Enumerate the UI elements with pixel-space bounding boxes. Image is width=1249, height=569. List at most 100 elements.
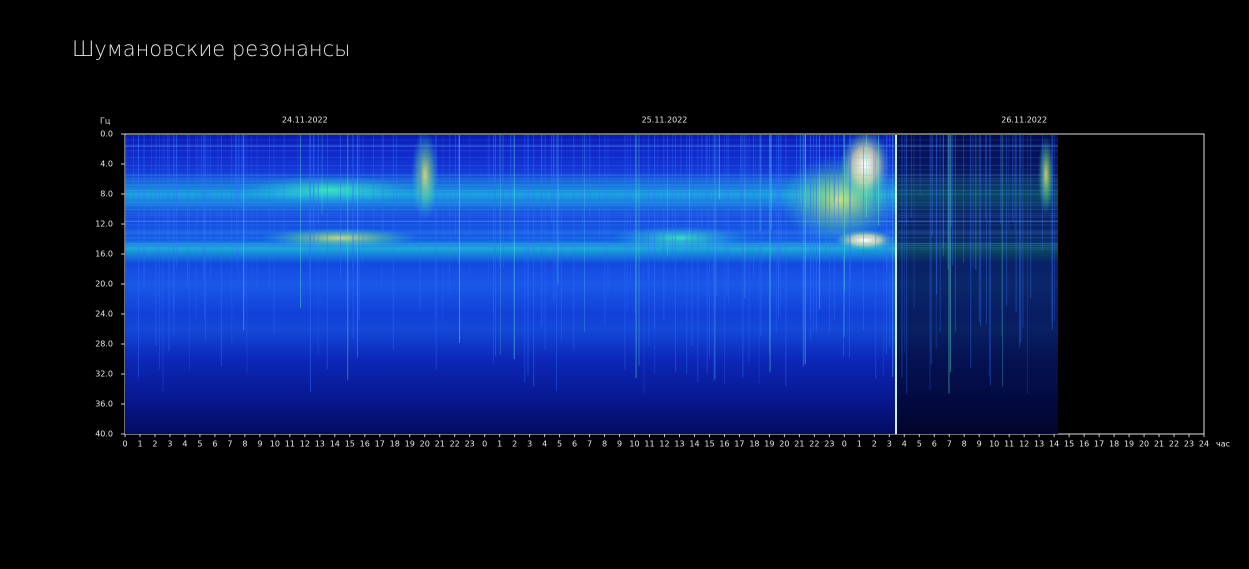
x-tick-label: 23 <box>1184 440 1194 449</box>
y-tick-label: 24.0 <box>95 310 113 319</box>
y-tick-label: 8.0 <box>100 190 113 199</box>
x-tick-label: 5 <box>197 440 202 449</box>
x-tick-label: 13 <box>674 440 684 449</box>
y-tick-label: 28.0 <box>95 340 113 349</box>
x-tick-label: 6 <box>572 440 577 449</box>
y-tick-label: 20.0 <box>95 280 113 289</box>
hotspot <box>840 135 890 200</box>
x-tick-label: 14 <box>1049 440 1059 449</box>
date-label: 26.11.2022 <box>1001 116 1047 125</box>
x-tick-label: 17 <box>1094 440 1104 449</box>
x-tick-label: 5 <box>557 440 562 449</box>
x-tick-label: 10 <box>629 440 639 449</box>
x-tick-label: 16 <box>719 440 729 449</box>
y-tick-label: 32.0 <box>95 370 113 379</box>
x-tick-label: 7 <box>227 440 232 449</box>
x-tick-label: 7 <box>587 440 592 449</box>
x-tick-label: 14 <box>330 440 340 449</box>
x-tick-label: 15 <box>1064 440 1074 449</box>
hotspot <box>260 228 420 248</box>
x-tick-label: 0 <box>122 440 127 449</box>
x-tick-label: 18 <box>749 440 759 449</box>
x-tick-label: 7 <box>947 440 952 449</box>
x-tick-label: 18 <box>390 440 400 449</box>
x-tick-label: 12 <box>300 440 310 449</box>
x-tick-label: 5 <box>917 440 922 449</box>
x-tick-label: 10 <box>989 440 999 449</box>
x-tick-label: 0 <box>482 440 487 449</box>
date-label: 25.11.2022 <box>642 116 688 125</box>
quiet-zone <box>896 135 1058 434</box>
hotspot <box>240 176 420 204</box>
x-tick-label: 8 <box>242 440 247 449</box>
x-tick-label: 2 <box>512 440 517 449</box>
x-tick-label: 0 <box>842 440 847 449</box>
x-tick-label: 21 <box>435 440 445 449</box>
y-unit: Гц <box>100 117 111 126</box>
x-tick-label: 17 <box>734 440 744 449</box>
x-tick-label: 4 <box>542 440 547 449</box>
x-tick-label: 15 <box>704 440 714 449</box>
x-tick-label: 1 <box>857 440 862 449</box>
x-tick-label: 9 <box>617 440 622 449</box>
y-tick-label: 12.0 <box>95 220 113 229</box>
x-tick-label: 20 <box>420 440 430 449</box>
x-unit: час <box>1216 440 1230 449</box>
x-tick-label: 19 <box>764 440 774 449</box>
x-tick-label: 4 <box>902 440 907 449</box>
x-tick-label: 6 <box>212 440 217 449</box>
y-tick-label: 40.0 <box>95 430 113 439</box>
x-tick-label: 11 <box>644 440 654 449</box>
x-tick-label: 9 <box>977 440 982 449</box>
x-tick-label: 22 <box>1169 440 1179 449</box>
hotspot <box>610 226 750 250</box>
x-tick-label: 12 <box>659 440 669 449</box>
x-tick-label: 11 <box>1004 440 1014 449</box>
x-tick-label: 13 <box>315 440 325 449</box>
x-tick-label: 3 <box>527 440 532 449</box>
x-tick-label: 11 <box>285 440 295 449</box>
x-tick-label: 17 <box>375 440 385 449</box>
spectrogram-image <box>125 135 1058 434</box>
x-tick-label: 18 <box>1109 440 1119 449</box>
x-tick-label: 12 <box>1019 440 1029 449</box>
x-tick-label: 16 <box>1079 440 1089 449</box>
x-tick-label: 8 <box>602 440 607 449</box>
x-tick-label: 2 <box>872 440 877 449</box>
x-tick-label: 21 <box>794 440 804 449</box>
x-tick-label: 14 <box>689 440 699 449</box>
x-tick-label: 19 <box>405 440 415 449</box>
x-tick-label: 20 <box>1139 440 1149 449</box>
x-tick-label: 19 <box>1124 440 1134 449</box>
x-tick-label: 10 <box>270 440 280 449</box>
x-tick-label: 23 <box>465 440 475 449</box>
x-tick-label: 20 <box>779 440 789 449</box>
x-tick-label: 24 <box>1199 440 1209 449</box>
x-tick-label: 9 <box>257 440 262 449</box>
x-tick-label: 16 <box>360 440 370 449</box>
x-tick-label: 6 <box>932 440 937 449</box>
x-tick-label: 13 <box>1034 440 1044 449</box>
page-title: Шумановские резонансы <box>72 37 350 61</box>
x-tick-label: 1 <box>137 440 142 449</box>
x-tick-label: 22 <box>450 440 460 449</box>
x-tick-label: 3 <box>167 440 172 449</box>
hotspot <box>1038 135 1054 215</box>
date-label: 24.11.2022 <box>282 116 328 125</box>
x-tick-label: 3 <box>887 440 892 449</box>
y-tick-label: 16.0 <box>95 250 113 259</box>
hotspot <box>411 135 439 220</box>
x-tick-label: 2 <box>152 440 157 449</box>
y-tick-label: 0.0 <box>100 130 113 139</box>
x-tick-label: 22 <box>809 440 819 449</box>
x-tick-label: 1 <box>497 440 502 449</box>
x-tick-label: 15 <box>345 440 355 449</box>
x-tick-label: 21 <box>1154 440 1164 449</box>
y-tick-label: 4.0 <box>100 160 113 169</box>
x-tick-label: 4 <box>182 440 187 449</box>
x-tick-label: 8 <box>962 440 967 449</box>
y-tick-label: 36.0 <box>95 400 113 409</box>
x-tick-label: 23 <box>824 440 834 449</box>
